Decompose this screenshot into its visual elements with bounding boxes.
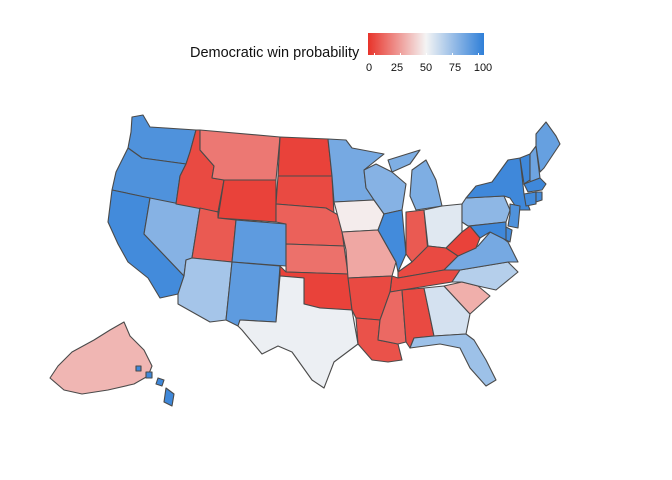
state-maryland[interactable] — [469, 221, 507, 241]
state-rhode-island[interactable] — [535, 191, 543, 203]
state-hawaii-oahu[interactable] — [145, 371, 153, 379]
state-new-jersey[interactable] — [507, 203, 521, 229]
state-virginia[interactable] — [443, 229, 519, 271]
legend-tick-label: 100 — [473, 62, 493, 74]
state-iowa[interactable] — [333, 199, 385, 233]
legend-color-bar — [368, 33, 484, 55]
state-hawaii-kauai[interactable] — [135, 365, 142, 372]
state-south-carolina[interactable] — [443, 281, 491, 315]
legend-tick-label: 50 — [419, 62, 433, 74]
state-kansas[interactable] — [285, 243, 349, 275]
legend-tick-mark — [478, 53, 479, 56]
state-arizona[interactable] — [177, 257, 233, 323]
state-massachusetts[interactable] — [523, 177, 547, 193]
legend-tick-label: 0 — [365, 62, 373, 74]
legend-tick-label: 25 — [390, 62, 404, 74]
state-georgia[interactable] — [423, 285, 471, 337]
map-legend: Democratic win probability 0 25 50 75 10… — [0, 0, 672, 80]
state-hawaii-island[interactable] — [163, 387, 175, 407]
legend-tick-mark — [374, 53, 375, 56]
state-new-mexico[interactable] — [225, 261, 281, 327]
legend-title: Democratic win probability — [190, 45, 360, 61]
state-maine[interactable] — [535, 121, 561, 173]
state-north-dakota[interactable] — [277, 136, 333, 177]
state-texas[interactable] — [237, 275, 359, 389]
state-alaska[interactable] — [49, 321, 153, 395]
legend-tick-mark — [400, 53, 401, 56]
legend-tick-mark — [426, 53, 427, 56]
legend-tick-label: 75 — [448, 62, 462, 74]
state-florida[interactable] — [409, 333, 497, 387]
legend-tick-mark — [452, 53, 453, 56]
state-wyoming[interactable] — [217, 179, 277, 223]
state-connecticut[interactable] — [523, 191, 537, 207]
state-colorado[interactable] — [231, 219, 287, 267]
state-pennsylvania[interactable] — [461, 195, 511, 227]
state-hawaii-maui[interactable] — [155, 377, 165, 387]
